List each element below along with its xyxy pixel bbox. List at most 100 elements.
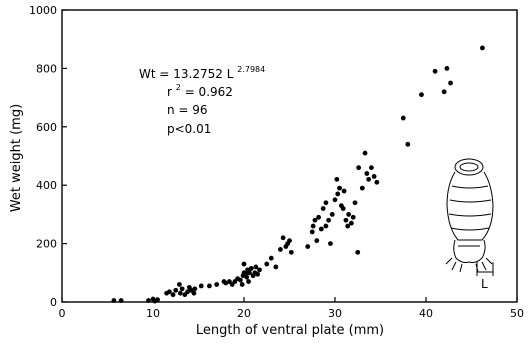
- data-point: [312, 217, 318, 223]
- r2-prefix: r: [167, 85, 172, 99]
- x-tick-label: 10: [146, 307, 160, 320]
- data-point: [340, 206, 346, 211]
- data-point: [246, 279, 251, 284]
- data-point: [247, 270, 252, 276]
- y-tick-label: 1000: [29, 4, 57, 17]
- data-point: [310, 223, 316, 229]
- data-points: [111, 45, 485, 304]
- data-point: [278, 247, 283, 252]
- r2-exponent: 2: [176, 83, 181, 92]
- data-point: [359, 185, 365, 191]
- data-point: [207, 283, 212, 289]
- data-point: [334, 176, 340, 182]
- data-point: [323, 200, 329, 206]
- y-ticks: 0 200 400 600 800 1000: [29, 4, 67, 309]
- data-point: [152, 298, 158, 304]
- data-point: [318, 226, 324, 232]
- data-point: [337, 185, 342, 191]
- axes: [61, 9, 518, 303]
- data-point: [248, 266, 254, 271]
- data-point: [176, 282, 182, 287]
- plot-frame: [61, 9, 518, 303]
- y-tick-label: 200: [36, 238, 57, 251]
- data-point: [166, 289, 172, 295]
- data-point: [314, 238, 320, 244]
- data-point: [287, 238, 292, 244]
- data-point: [268, 255, 274, 261]
- data-point: [111, 298, 117, 303]
- data-point: [288, 249, 294, 255]
- equation-exponent: 2.7984: [237, 65, 265, 74]
- data-point: [329, 212, 335, 217]
- data-point: [441, 89, 447, 95]
- data-point: [405, 141, 411, 147]
- data-point: [335, 191, 341, 197]
- data-point: [170, 292, 176, 298]
- data-point: [273, 264, 279, 270]
- y-axis-title: Wet weight (mg): [9, 104, 24, 212]
- data-point: [198, 283, 204, 289]
- data-point: [326, 217, 332, 223]
- data-point: [118, 298, 124, 303]
- p-annotation: p<0.01: [167, 122, 211, 136]
- data-point: [332, 197, 338, 203]
- equation-annotation: Wt = 13.2752 L 2.7984: [139, 65, 265, 81]
- x-tick-label: 0: [59, 307, 66, 320]
- r2-value: = 0.962: [185, 85, 233, 99]
- data-point: [328, 241, 333, 247]
- r-squared-annotation: r 2 = 0.962: [167, 79, 233, 99]
- x-ticks: 0 10 20 30 40 50: [59, 297, 524, 320]
- data-point: [343, 217, 349, 223]
- data-point: [348, 220, 354, 226]
- data-point: [355, 249, 361, 255]
- data-point: [366, 176, 372, 182]
- data-point: [346, 212, 352, 217]
- data-point: [241, 261, 247, 267]
- specimen-illustration: L: [445, 158, 494, 291]
- data-point: [244, 274, 250, 280]
- data-point: [448, 80, 453, 86]
- data-point: [362, 150, 368, 156]
- data-point: [400, 115, 406, 121]
- data-point: [309, 229, 315, 235]
- equation-base: Wt = 13.2752 L: [139, 67, 234, 81]
- y-tick-label: 400: [36, 179, 57, 192]
- data-point: [192, 286, 198, 292]
- data-point: [341, 188, 347, 194]
- x-tick-label: 30: [328, 307, 342, 320]
- data-point: [356, 165, 362, 171]
- data-point: [419, 92, 424, 98]
- n-annotation: n = 96: [167, 103, 208, 117]
- data-point: [280, 235, 286, 241]
- y-tick-label: 600: [36, 121, 57, 134]
- data-point: [480, 45, 485, 51]
- data-point: [364, 171, 370, 176]
- data-point: [444, 66, 450, 71]
- data-point: [369, 165, 374, 171]
- data-point: [179, 286, 185, 292]
- data-point: [374, 179, 380, 185]
- data-point: [253, 264, 259, 270]
- data-point: [323, 223, 329, 229]
- data-point: [352, 200, 358, 206]
- data-point: [345, 223, 351, 229]
- data-point: [173, 287, 179, 293]
- data-point: [214, 282, 220, 287]
- data-point: [257, 267, 262, 273]
- data-point: [255, 271, 261, 277]
- data-point: [239, 282, 245, 287]
- data-point: [305, 244, 311, 249]
- data-point: [320, 206, 326, 211]
- data-point: [350, 214, 356, 220]
- data-point: [191, 290, 197, 296]
- x-tick-label: 40: [419, 307, 433, 320]
- data-point: [146, 298, 151, 303]
- data-point: [185, 289, 190, 295]
- x-tick-label: 50: [510, 307, 524, 320]
- data-point: [316, 214, 322, 220]
- y-tick-label: 800: [36, 62, 57, 75]
- data-point: [432, 68, 438, 74]
- inset-length-label: L: [481, 277, 488, 291]
- y-tick-label: 0: [50, 296, 57, 309]
